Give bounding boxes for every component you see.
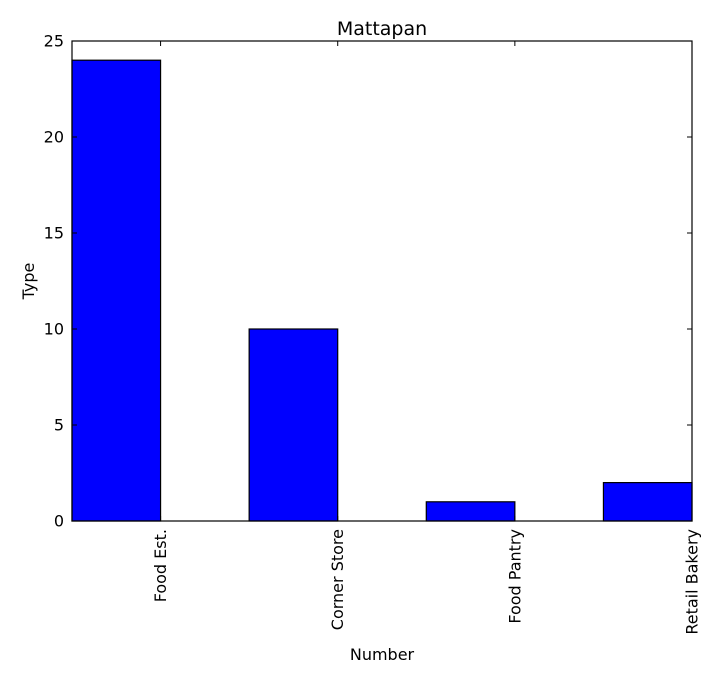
y-tick-label: 5: [54, 416, 64, 435]
y-axis-label: Type: [19, 263, 38, 301]
chart-title: Mattapan: [337, 18, 427, 40]
x-tick-label: Retail Bakery: [683, 529, 702, 635]
bar-food-est: [71, 59, 162, 522]
bar-corner-store: [248, 328, 339, 522]
y-tick-label: 20: [44, 128, 64, 147]
bar-series: [71, 59, 693, 522]
y-tick-label: 15: [44, 224, 64, 243]
x-tick-label: Food Est.: [151, 529, 170, 602]
axis-ticks: Food Est. Corner Store Food Pantry Retail B…: [44, 32, 702, 635]
y-tick-label: 0: [54, 512, 64, 531]
bar-retail-bakery: [602, 482, 693, 522]
y-tick-label: 25: [44, 32, 64, 51]
x-tick-label: Food Pantry: [505, 529, 524, 624]
plot-frame: [71, 40, 693, 522]
x-axis-label: Number: [350, 645, 415, 664]
bar-food-pantry: [425, 501, 516, 522]
y-tick-label: 10: [44, 320, 64, 339]
x-tick-label: Corner Store: [328, 529, 347, 630]
